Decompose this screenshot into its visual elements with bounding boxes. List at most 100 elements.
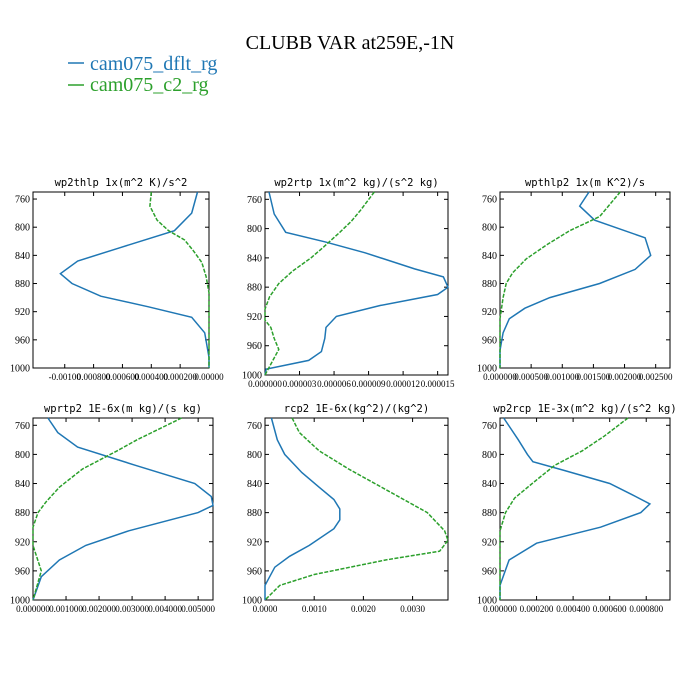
y-tick-label: 960 (247, 341, 262, 352)
subplot-3: wpthlp2 1x(m K^2)/s 760 800 840 880 920 960 100… (477, 177, 673, 382)
subplot-1: wp2thlp 1x(m^2 K)/s^2 760 800 840 880 920 960 1… (10, 177, 224, 382)
x-tick-label: 0.000400 (556, 604, 590, 614)
y-tick-label: 920 (482, 307, 497, 318)
x-tick-label: 0.005000 (181, 604, 215, 614)
y-tick-label: 880 (247, 508, 262, 519)
subplot-5: rcp2 1E-6x(kg^2)/(kg^2) 760 800 840 880 920 96… (242, 403, 449, 614)
x-tick-label: 0.00000 (194, 372, 224, 382)
x-tick-label: 0.000000 (16, 604, 50, 614)
x-tick-label: 0.000500 (514, 372, 548, 382)
x-tick-label: 0.001500 (577, 372, 611, 382)
series-line-cam075_c2_rg (499, 417, 629, 600)
y-tick-label: 840 (15, 251, 30, 262)
x-tick-label: 0.000012 (386, 379, 420, 389)
y-tick-label: 760 (482, 421, 497, 432)
y-tick-label: 920 (15, 537, 30, 548)
x-tick-label: 0.000200 (163, 372, 197, 382)
series-line-cam075_dflt_rg (264, 417, 341, 600)
x-tick-label: 0.000400 (134, 372, 168, 382)
x-tick-label: 0.000600 (593, 604, 627, 614)
y-tick-label: 880 (482, 508, 497, 519)
y-tick-label: 960 (247, 566, 262, 577)
series-line-cam075_dflt_rg (264, 191, 449, 376)
x-tick-label: 0.000800 (77, 372, 111, 382)
y-tick-label: 880 (15, 279, 30, 290)
plot-frame (264, 417, 449, 601)
x-tick-label: 0.000200 (520, 604, 554, 614)
x-tick-label: 0.000800 (629, 604, 663, 614)
series-line-cam075_dflt_rg (499, 417, 652, 600)
y-tick-label: 840 (247, 253, 262, 264)
x-tick-label: 0.000000 (483, 372, 517, 382)
y-tick-label: 920 (15, 307, 30, 318)
y-tick-label: 1000 (242, 371, 262, 382)
y-tick-label: 840 (482, 479, 497, 490)
series-line-cam075_dflt_rg (32, 417, 214, 601)
subplot-title: rcp2 1E-6x(kg^2)/(kg^2) (284, 403, 429, 415)
subplot-grid: wp2thlp 1x(m^2 K)/s^2 760 800 840 880 920 960 1… (10, 177, 677, 614)
subplot-6: wp2rcp 1E-3x(m^2 kg)/(s^2 kg) 760 800 840 88… (477, 403, 677, 614)
x-tick-label: 0.000000 (248, 379, 282, 389)
y-tick-label: 1000 (477, 596, 497, 607)
x-tick-label: 0.004000 (148, 604, 182, 614)
series-line-cam075_dflt_rg (499, 191, 652, 368)
y-tick-label: 960 (15, 335, 30, 346)
series-line-cam075_c2_rg (264, 191, 375, 376)
y-tick-label: 1000 (10, 364, 30, 375)
y-tick-label: 960 (15, 566, 30, 577)
x-tick-label: 0.002500 (639, 372, 673, 382)
x-tick-label: 0.000000 (483, 604, 517, 614)
y-tick-label: 920 (482, 537, 497, 548)
y-tick-label: 960 (482, 566, 497, 577)
x-tick-label: 0.001000 (545, 372, 579, 382)
x-tick-label: 0.002000 (82, 604, 116, 614)
plot-frame (32, 191, 210, 369)
x-tick-label: -0.00100 (49, 372, 82, 382)
y-tick-label: 800 (15, 223, 30, 234)
x-tick-label: 0.002000 (608, 372, 642, 382)
plot-frame (499, 191, 671, 369)
y-tick-label: 840 (247, 479, 262, 490)
plot-frame (264, 191, 449, 376)
subplot-title: wp2rcp 1E-3x(m^2 kg)/(s^2 kg) (493, 403, 676, 415)
y-tick-label: 760 (247, 421, 262, 432)
y-tick-label: 840 (482, 251, 497, 262)
subplot-title: wprtp2 1E-6x(m kg)/(s kg) (44, 403, 202, 415)
x-tick-label: 0.001000 (49, 604, 83, 614)
y-tick-label: 1000 (10, 596, 30, 607)
y-tick-label: 760 (15, 421, 30, 432)
x-tick-label: 0.0030 (400, 604, 425, 614)
plot-frame (32, 417, 214, 601)
subplot-2: wp2rtp 1x(m^2 kg)/(s^2 kg) 760 800 840 880 92… (242, 177, 455, 389)
y-tick-label: 800 (247, 224, 262, 235)
x-tick-label: 0.0000 (253, 604, 278, 614)
legend: cam075_dflt_rg cam075_c2_rg (68, 53, 217, 96)
series-line-cam075_c2_rg (264, 417, 449, 601)
x-tick-label: 0.0010 (302, 604, 327, 614)
y-tick-label: 760 (247, 195, 262, 206)
legend-label-c2: cam075_c2_rg (90, 74, 209, 96)
x-tick-label: 0.000006 (317, 379, 351, 389)
series-line-cam075_c2_rg (149, 191, 210, 368)
x-tick-label: 0.000009 (352, 379, 386, 389)
y-tick-label: 1000 (242, 596, 262, 607)
y-tick-label: 1000 (477, 364, 497, 375)
series-line-cam075_dflt_rg (59, 191, 210, 368)
subplot-title: wp2thlp 1x(m^2 K)/s^2 (55, 177, 188, 189)
series-line-cam075_c2_rg (32, 417, 182, 601)
y-tick-label: 800 (482, 450, 497, 461)
x-tick-label: 0.003000 (115, 604, 149, 614)
x-tick-label: 0.0020 (351, 604, 376, 614)
y-tick-label: 960 (482, 335, 497, 346)
plot-frame (499, 417, 671, 601)
y-tick-label: 760 (482, 195, 497, 206)
y-tick-label: 800 (15, 450, 30, 461)
y-tick-label: 840 (15, 479, 30, 490)
x-tick-label: 0.000003 (283, 379, 317, 389)
legend-label-dflt: cam075_dflt_rg (90, 53, 217, 75)
x-tick-label: 0.000015 (421, 379, 455, 389)
subplot-4: wprtp2 1E-6x(m kg)/(s kg) 760 800 840 880 920… (10, 403, 216, 614)
figure-title: CLUBB VAR at259E,-1N (246, 32, 455, 54)
y-tick-label: 760 (15, 195, 30, 206)
